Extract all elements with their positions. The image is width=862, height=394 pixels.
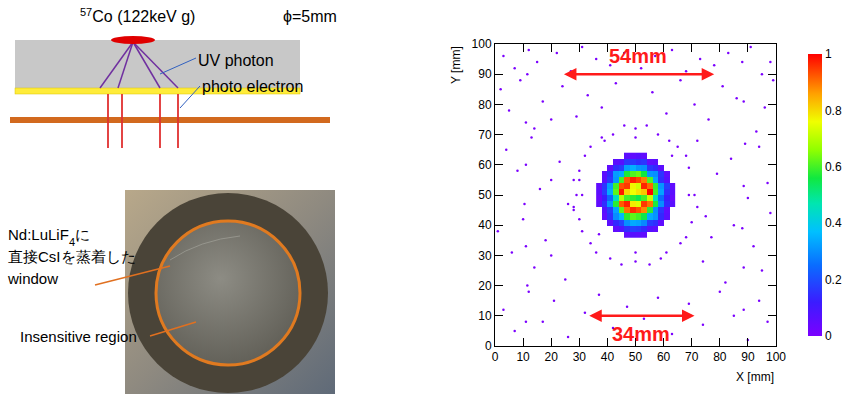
svg-text:0.2: 0.2	[825, 273, 842, 287]
svg-text:20: 20	[478, 279, 492, 293]
svg-text:54mm: 54mm	[609, 45, 667, 67]
svg-text:30: 30	[573, 350, 587, 364]
svg-text:Nd:LuLiF4に: Nd:LuLiF4に	[8, 226, 90, 248]
svg-text:90: 90	[478, 67, 492, 81]
svg-text:0: 0	[492, 350, 499, 364]
svg-text:photo electron: photo electron	[202, 78, 303, 95]
svg-text:1: 1	[825, 47, 832, 61]
svg-text:30: 30	[478, 249, 492, 263]
svg-text:window: window	[7, 270, 58, 287]
svg-text:40: 40	[478, 218, 492, 232]
svg-text:Y [mm]: Y [mm]	[449, 46, 463, 84]
svg-text:100: 100	[766, 350, 786, 364]
svg-text:0.8: 0.8	[825, 104, 842, 118]
svg-text:0: 0	[485, 339, 492, 353]
svg-text:0.6: 0.6	[825, 160, 842, 174]
svg-text:Insensitive region: Insensitive region	[20, 328, 137, 345]
svg-text:70: 70	[685, 350, 699, 364]
svg-text:60: 60	[478, 158, 492, 172]
svg-text:50: 50	[629, 350, 643, 364]
svg-text:X [mm]: X [mm]	[736, 370, 774, 384]
svg-text:57Co (122keV g): 57Co (122keV g)	[80, 6, 195, 25]
svg-text:80: 80	[478, 98, 492, 112]
svg-text:10: 10	[516, 350, 530, 364]
svg-text:0: 0	[825, 329, 832, 343]
svg-text:34mm: 34mm	[612, 323, 670, 345]
svg-text:70: 70	[478, 128, 492, 142]
svg-text:90: 90	[741, 350, 755, 364]
svg-text:100: 100	[472, 37, 492, 51]
svg-text:UV photon: UV photon	[198, 52, 274, 69]
svg-text:20: 20	[545, 350, 559, 364]
svg-text:10: 10	[478, 309, 492, 323]
svg-text:ϕ=5mm: ϕ=5mm	[283, 8, 337, 25]
svg-text:50: 50	[478, 188, 492, 202]
svg-text:80: 80	[713, 350, 727, 364]
svg-text:0.4: 0.4	[825, 216, 842, 230]
svg-text:40: 40	[601, 350, 615, 364]
svg-text:60: 60	[657, 350, 671, 364]
svg-text:直接CsIを蒸着した: 直接CsIを蒸着した	[8, 248, 136, 265]
